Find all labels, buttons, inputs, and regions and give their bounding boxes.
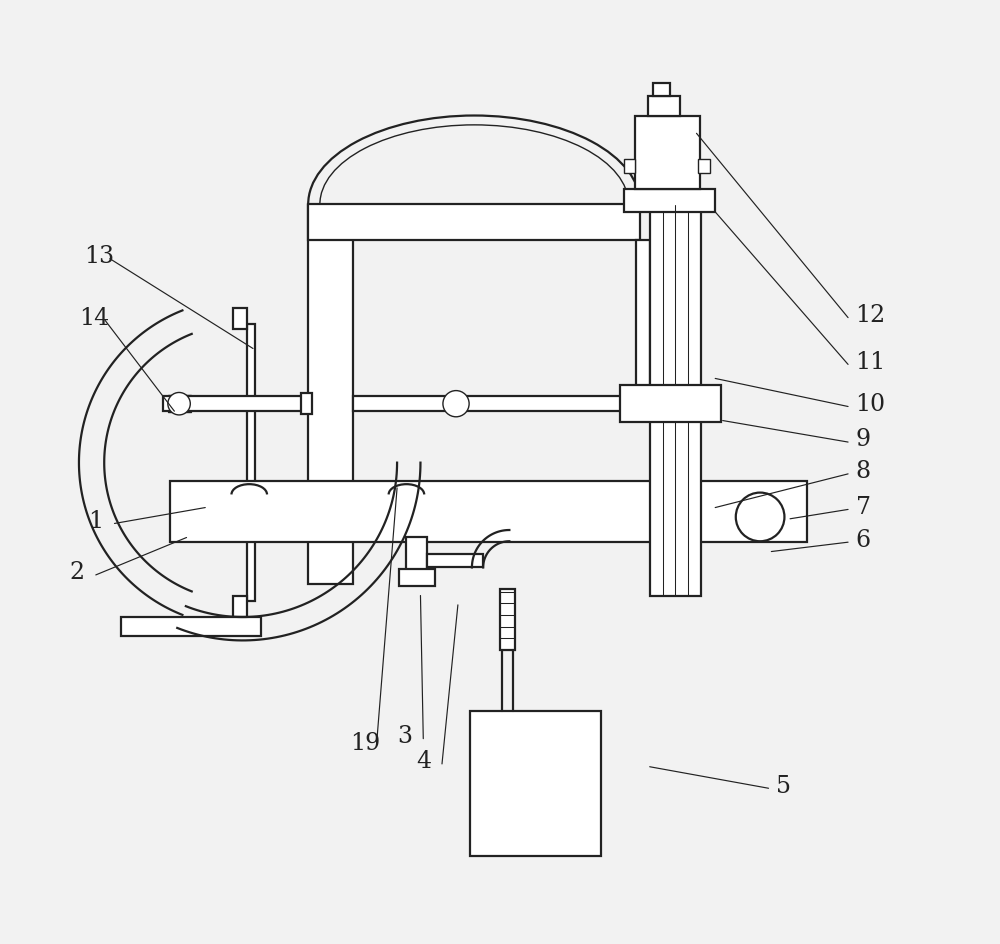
Text: 2: 2 [70, 562, 85, 584]
Circle shape [168, 393, 190, 415]
Bar [247, 324, 255, 601]
Text: 11: 11 [856, 351, 886, 374]
Bar [624, 190, 715, 211]
Bar [353, 396, 676, 412]
Bar [635, 116, 700, 190]
Text: 13: 13 [84, 245, 114, 268]
Text: 19: 19 [350, 732, 381, 754]
Text: 5: 5 [776, 775, 791, 798]
Bar [177, 524, 799, 537]
Text: 8: 8 [856, 461, 871, 483]
Bar [301, 394, 312, 414]
Bar [177, 496, 799, 510]
Bar [233, 309, 247, 329]
Bar [648, 96, 680, 116]
Bar [163, 396, 308, 412]
Circle shape [443, 391, 469, 417]
Bar [170, 481, 807, 542]
Bar [500, 589, 515, 649]
Bar [406, 537, 427, 573]
Bar [399, 569, 435, 586]
Text: 14: 14 [79, 307, 109, 329]
Bar [622, 387, 692, 420]
Text: 9: 9 [856, 429, 871, 451]
Text: 4: 4 [416, 750, 431, 773]
Bar [624, 160, 635, 173]
Circle shape [736, 493, 784, 541]
Bar [427, 554, 483, 567]
Text: 12: 12 [856, 304, 886, 327]
Text: 7: 7 [856, 496, 871, 519]
Bar [698, 160, 710, 173]
Text: 1: 1 [88, 510, 103, 532]
Bar [620, 385, 721, 422]
Bar [121, 617, 261, 635]
Bar [650, 206, 701, 596]
Bar [653, 83, 670, 96]
Text: 6: 6 [856, 529, 871, 551]
Bar [308, 205, 640, 240]
Text: 3: 3 [397, 725, 412, 748]
Text: 10: 10 [856, 393, 886, 416]
Bar [177, 510, 799, 524]
Bar [470, 711, 601, 855]
Bar [636, 240, 650, 397]
Bar [308, 206, 353, 584]
Bar [233, 597, 247, 617]
